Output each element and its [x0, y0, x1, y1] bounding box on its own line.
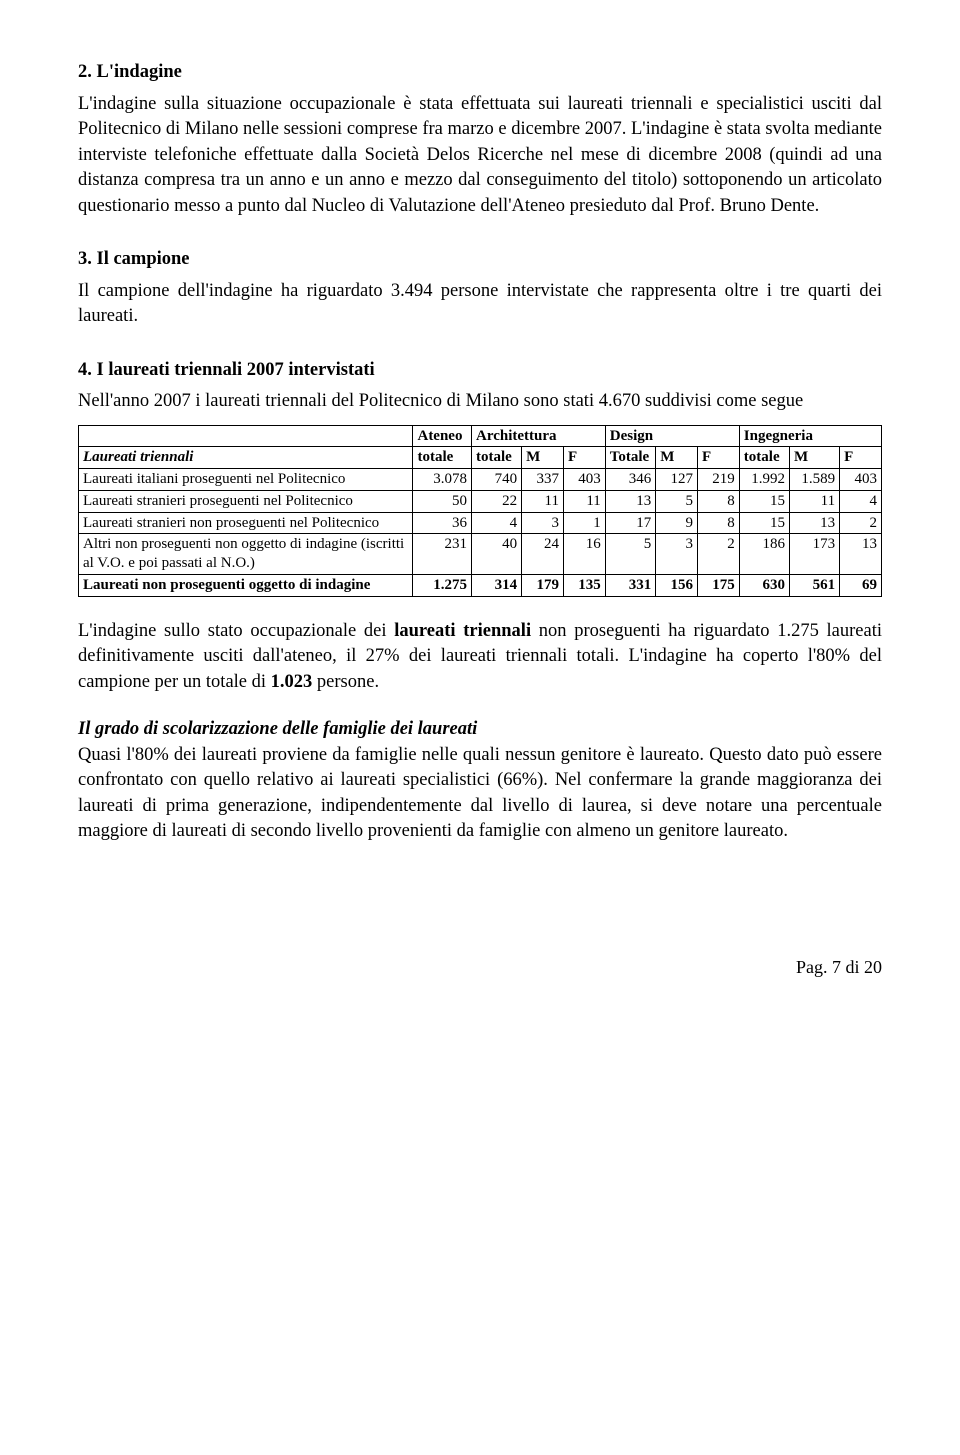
cell: 561 [789, 574, 839, 596]
group-ateneo: Ateneo [413, 425, 472, 447]
sub-6: F [698, 447, 740, 469]
section-4-intro: Nell'anno 2007 i laureati triennali del … [78, 389, 882, 415]
cell: 1.589 [789, 469, 839, 491]
cell: 40 [472, 534, 522, 575]
cell: 337 [522, 469, 564, 491]
cell: 2 [698, 534, 740, 575]
row-label-heading: Laureati triennali [79, 447, 413, 469]
section-2-body: L'indagine sulla situazione occupazional… [78, 92, 882, 220]
after-table-p2: Quasi l'80% dei laureati proviene da fam… [78, 743, 882, 845]
section-3: 3. Il campione Il campione dell'indagine… [78, 247, 882, 330]
cell: 173 [789, 534, 839, 575]
table-body: Laureati italiani proseguenti nel Polite… [79, 469, 882, 597]
cell: 13 [605, 490, 655, 512]
cell: 186 [739, 534, 789, 575]
cell: 314 [472, 574, 522, 596]
cell: 9 [656, 512, 698, 534]
cell: 8 [698, 512, 740, 534]
table-row: Laureati stranieri non proseguenti nel P… [79, 512, 882, 534]
table-row: Laureati stranieri proseguenti nel Polit… [79, 490, 882, 512]
cell: 2 [840, 512, 882, 534]
cell: 1 [563, 512, 605, 534]
cell: 3.078 [413, 469, 472, 491]
row-label: Laureati non proseguenti oggetto di inda… [79, 574, 413, 596]
row-label: Laureati stranieri proseguenti nel Polit… [79, 490, 413, 512]
sub-9: F [840, 447, 882, 469]
laureati-table: Ateneo Architettura Design Ingegneria La… [78, 425, 882, 597]
section-4: 4. I laureati triennali 2007 intervistat… [78, 358, 882, 845]
cell: 219 [698, 469, 740, 491]
after-table-p1: L'indagine sullo stato occupazionale dei… [78, 619, 882, 696]
row-label: Laureati stranieri non proseguenti nel P… [79, 512, 413, 534]
cell: 346 [605, 469, 655, 491]
cell: 13 [789, 512, 839, 534]
cell: 1.275 [413, 574, 472, 596]
cell: 13 [840, 534, 882, 575]
cell: 175 [698, 574, 740, 596]
cell: 127 [656, 469, 698, 491]
table-row: Laureati non proseguenti oggetto di inda… [79, 574, 882, 596]
sub-8: M [789, 447, 839, 469]
sub-2: M [522, 447, 564, 469]
sub-3: F [563, 447, 605, 469]
cell: 403 [840, 469, 882, 491]
p1-e: persone. [312, 672, 379, 692]
cell: 22 [472, 490, 522, 512]
p1-b: laureati triennali [394, 621, 531, 641]
section-4-heading: 4. I laureati triennali 2007 intervistat… [78, 358, 882, 384]
cell: 8 [698, 490, 740, 512]
sub-4: Totale [605, 447, 655, 469]
sub-1: totale [472, 447, 522, 469]
cell: 135 [563, 574, 605, 596]
cell: 630 [739, 574, 789, 596]
cell: 15 [739, 490, 789, 512]
cell: 69 [840, 574, 882, 596]
group-architettura: Architettura [472, 425, 606, 447]
table-head: Ateneo Architettura Design Ingegneria La… [79, 425, 882, 469]
table-corner-blank [79, 425, 413, 447]
p1-a: L'indagine sullo stato occupazionale dei [78, 621, 394, 641]
row-label: Laureati italiani proseguenti nel Polite… [79, 469, 413, 491]
table-row: Laureati italiani proseguenti nel Polite… [79, 469, 882, 491]
table-row: Altri non proseguenti non oggetto di ind… [79, 534, 882, 575]
sub-0: totale [413, 447, 472, 469]
sub-7: totale [739, 447, 789, 469]
cell: 50 [413, 490, 472, 512]
page-footer: Pag. 7 di 20 [78, 955, 882, 980]
section-2-heading: 2. L'indagine [78, 60, 882, 86]
p1-d: 1.023 [271, 672, 313, 692]
group-design: Design [605, 425, 739, 447]
cell: 36 [413, 512, 472, 534]
cell: 156 [656, 574, 698, 596]
cell: 11 [563, 490, 605, 512]
cell: 11 [789, 490, 839, 512]
cell: 15 [739, 512, 789, 534]
cell: 331 [605, 574, 655, 596]
cell: 16 [563, 534, 605, 575]
cell: 231 [413, 534, 472, 575]
cell: 24 [522, 534, 564, 575]
sub-5: M [656, 447, 698, 469]
cell: 4 [472, 512, 522, 534]
row-label: Altri non proseguenti non oggetto di ind… [79, 534, 413, 575]
section-3-body: Il campione dell'indagine ha riguardato … [78, 279, 882, 330]
cell: 5 [656, 490, 698, 512]
cell: 5 [605, 534, 655, 575]
section-2: 2. L'indagine L'indagine sulla situazion… [78, 60, 882, 219]
cell: 3 [522, 512, 564, 534]
cell: 4 [840, 490, 882, 512]
cell: 11 [522, 490, 564, 512]
table-sub-row: Laureati triennali totale totale M F Tot… [79, 447, 882, 469]
cell: 1.992 [739, 469, 789, 491]
cell: 17 [605, 512, 655, 534]
group-ingegneria: Ingegneria [739, 425, 881, 447]
cell: 3 [656, 534, 698, 575]
cell: 740 [472, 469, 522, 491]
section-3-heading: 3. Il campione [78, 247, 882, 273]
table-group-row: Ateneo Architettura Design Ingegneria [79, 425, 882, 447]
family-education-subhead: Il grado di scolarizzazione delle famigl… [78, 717, 882, 743]
cell: 403 [563, 469, 605, 491]
cell: 179 [522, 574, 564, 596]
